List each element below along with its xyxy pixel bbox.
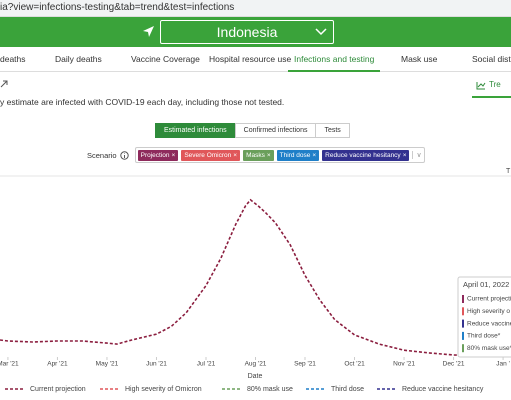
tab[interactable]: Mask use	[401, 54, 438, 64]
dropdown[interactable]: ∨	[412, 151, 422, 159]
location-name: Indonesia	[216, 24, 278, 40]
tab[interactable]: Hospital resource use	[209, 54, 292, 64]
tab-bar	[0, 48, 511, 72]
x-tick-label: Aug '21	[245, 361, 267, 368]
tab[interactable]: Social dista	[472, 54, 511, 64]
tooltip-swatch	[462, 331, 464, 340]
x-tick-label: May '21	[96, 361, 119, 368]
tooltip-item: Reduce vaccine	[467, 320, 511, 327]
legend-label: High severity of Omicron	[125, 386, 202, 393]
tooltip-item: Third dose*	[467, 333, 501, 340]
scenario-label: Scenario	[87, 150, 117, 160]
x-tick-label: Jun '21	[146, 361, 167, 368]
tab[interactable]: Daily deaths	[55, 54, 102, 64]
tooltip-box	[457, 276, 511, 358]
measure-button[interactable]: Confirmed infections	[234, 123, 317, 138]
x-tick-label: Jan '	[496, 361, 510, 368]
tooltip-item: High severity o	[467, 308, 510, 315]
corner-label: T	[506, 168, 511, 175]
chip-remove[interactable]: ×	[233, 151, 238, 159]
scenario-select[interactable]: Projection × Severe Omicron × Masks × Third do…	[134, 147, 425, 163]
header: Indonesia	[0, 17, 511, 47]
scenario-chip[interactable]: Projection ×	[137, 149, 179, 161]
x-tick-label: Oct '21	[344, 361, 365, 368]
trend-icon	[476, 82, 486, 90]
scenario-chip[interactable]: Third dose ×	[276, 149, 320, 161]
chip-label: Masks	[246, 151, 265, 159]
tooltip-item: 80% mask use*	[467, 345, 511, 352]
series-line	[0, 198, 511, 357]
chip-label: Projection	[140, 151, 170, 159]
x-tick-label: Apr '21	[47, 361, 68, 368]
tooltip-title: April 01, 2022	[463, 280, 509, 289]
legend-label: Third dose	[331, 386, 364, 393]
legend-label: Reduce vaccine hesitancy	[402, 386, 484, 393]
trend-label: Tre	[489, 80, 501, 89]
info-icon[interactable]	[119, 150, 129, 160]
chip-remove[interactable]: ×	[171, 151, 176, 159]
scenario-chip[interactable]: Reduce vaccine hesitancy ×	[322, 149, 410, 161]
chevron	[315, 28, 327, 36]
share-icon[interactable]	[0, 79, 10, 89]
tooltip-item: Current projectio	[467, 296, 511, 303]
locate-icon[interactable]	[142, 25, 156, 39]
x-tick-label: Mar '21	[0, 361, 19, 368]
measure-button[interactable]: Estimated infections	[155, 123, 236, 138]
scenario-chip[interactable]: Masks ×	[243, 149, 274, 161]
measure-button[interactable]: Tests	[315, 123, 350, 138]
chip-remove[interactable]: ×	[402, 151, 407, 159]
tab[interactable]: Infections and testing	[288, 48, 381, 72]
chip-remove[interactable]: ×	[312, 151, 317, 159]
x-tick-label: Nov '21	[393, 361, 415, 368]
tooltip-swatch	[462, 307, 464, 316]
tab[interactable]: deaths	[0, 54, 26, 64]
x-axis-label: Date	[248, 373, 263, 380]
legend-label: Current projection	[30, 386, 86, 393]
tooltip-swatch	[462, 295, 464, 303]
x-tick-label: Jul '21	[197, 361, 216, 368]
description: y estimate are infected with COVID-19 ea…	[0, 97, 285, 107]
chip-label: Severe Omicron	[184, 151, 232, 159]
scenario-chip[interactable]: Severe Omicron ×	[181, 149, 241, 161]
trend-toggle[interactable]: Tre	[472, 74, 511, 98]
chip-remove[interactable]: ×	[266, 151, 271, 159]
tooltip-swatch	[462, 319, 464, 328]
x-tick-label: Sep '21	[294, 361, 316, 368]
chip-label: Third dose	[279, 151, 311, 159]
address-bar[interactable]: ia?view=infections-testing&tab=trend&tes…	[0, 0, 511, 17]
measure-buttons: Estimated infections Confirmed infections…	[155, 123, 350, 138]
tooltip: April 01, 2022 Current projectio High seve…	[457, 276, 511, 358]
tab[interactable]: Vaccine Coverage	[131, 54, 200, 64]
chip-label: Reduce vaccine hesitancy	[325, 151, 401, 159]
legend-label: 80% mask use	[247, 386, 293, 393]
location-select[interactable]: Indonesia	[160, 20, 334, 44]
tooltip-swatch	[462, 344, 464, 353]
scenario-row: Scenario Projection × Severe Omicron × Masks…	[87, 147, 425, 163]
x-tick-label: Dec '21	[443, 361, 465, 368]
